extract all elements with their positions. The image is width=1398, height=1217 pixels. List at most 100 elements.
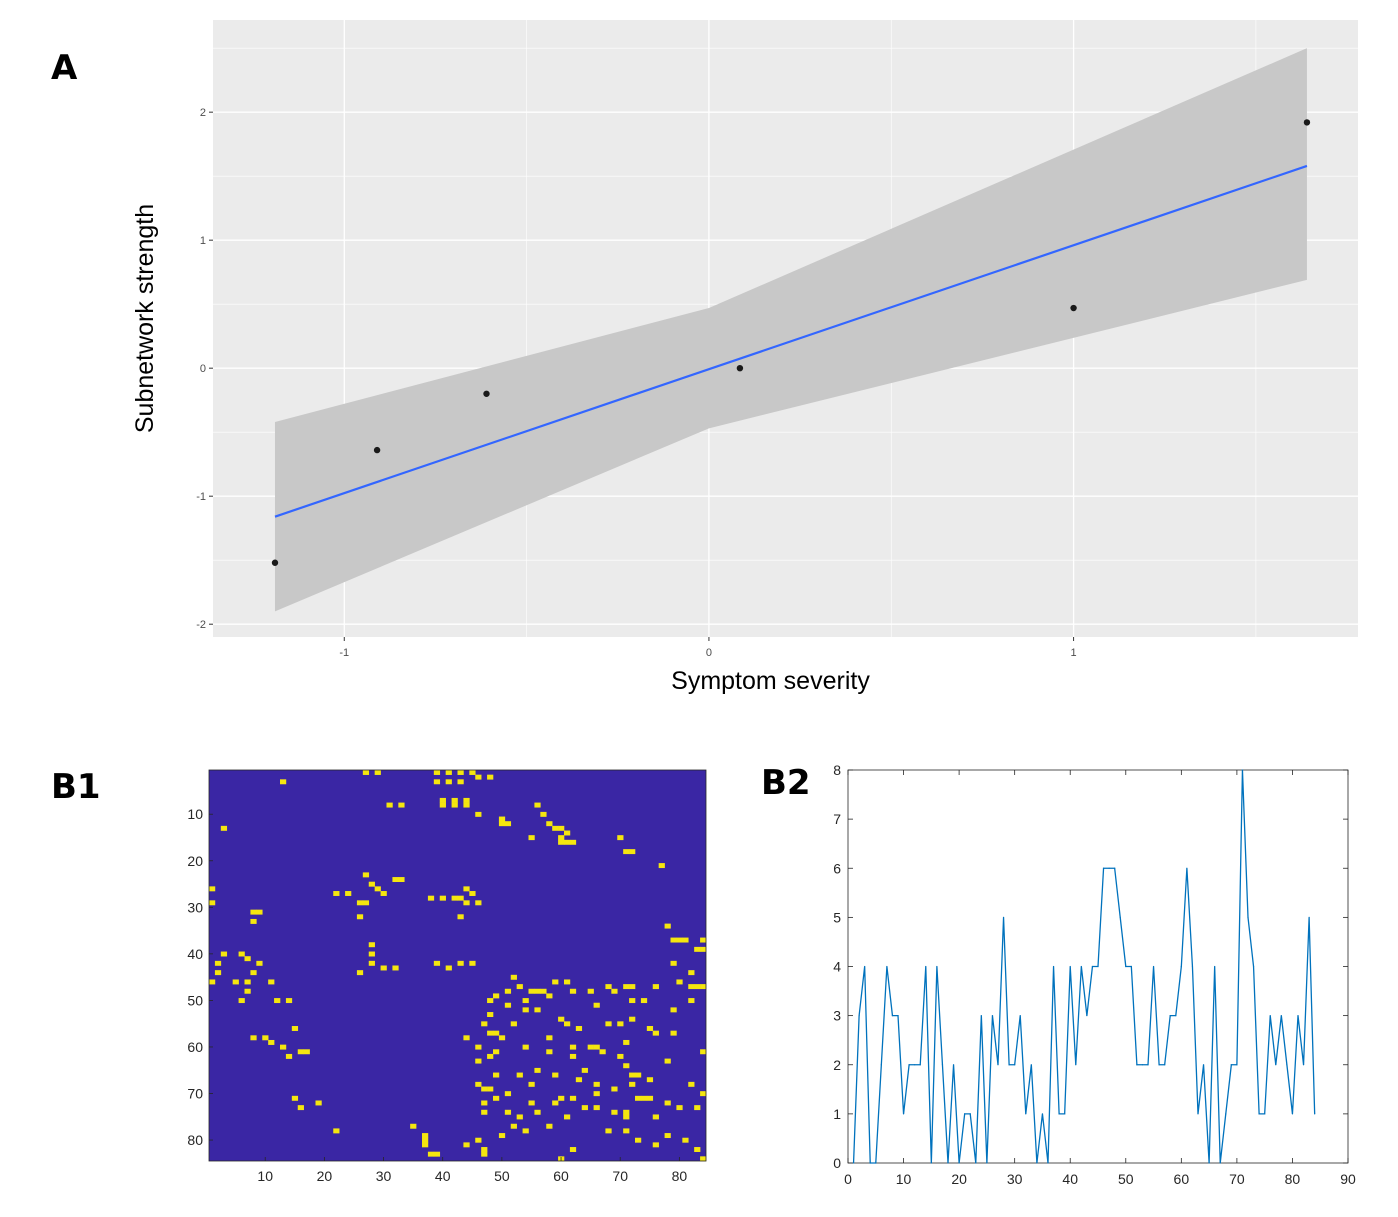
matrix-cell	[546, 993, 553, 999]
x-axis-title: Symptom severity	[671, 667, 870, 695]
matrix-cell	[427, 1151, 435, 1157]
matrix-cell	[433, 960, 441, 966]
matrix-cell	[410, 1123, 417, 1129]
matrix-cell	[658, 863, 665, 869]
matrix-cell	[445, 770, 452, 775]
matrix-cell	[493, 1072, 500, 1078]
matrix-cell	[345, 891, 352, 896]
series-vertex	[1252, 965, 1255, 968]
y-tick-label: 40	[187, 946, 203, 962]
x-tick-label: 80	[1285, 1171, 1301, 1187]
matrix-cell	[451, 802, 458, 808]
matrix-cell	[475, 900, 482, 906]
series-vertex	[1308, 916, 1310, 918]
matrix-cell	[439, 802, 446, 808]
matrix-cell	[635, 1072, 642, 1078]
matrix-cell	[670, 960, 677, 966]
matrix-cell	[546, 1123, 553, 1129]
series-vertex	[1191, 965, 1194, 968]
matrix-cell	[250, 1035, 257, 1041]
series-vertex	[880, 1064, 882, 1066]
matrix-cell	[463, 797, 470, 803]
series-vertex	[1119, 916, 1121, 918]
matrix-cell	[569, 1053, 577, 1059]
panel-label-b1: B1	[51, 767, 101, 807]
matrix-cell	[522, 1044, 529, 1050]
matrix-cell	[528, 835, 535, 841]
matrix-cell	[362, 872, 370, 878]
matrix-cell	[569, 839, 577, 845]
series-vertex	[1302, 1064, 1305, 1066]
matrix-cell	[670, 937, 677, 943]
matrix-cell	[516, 1072, 523, 1078]
matrix-cell	[356, 914, 364, 920]
matrix-cell	[333, 891, 340, 896]
series-vertex	[1014, 1064, 1016, 1066]
series-vertex	[1108, 867, 1110, 869]
matrix-cell	[700, 1049, 707, 1055]
matrix-cell	[623, 1114, 630, 1120]
matrix-cell	[587, 1044, 594, 1050]
series-vertex	[1247, 916, 1249, 918]
matrix-cell	[398, 877, 405, 883]
matrix-cell	[599, 1049, 606, 1055]
matrix-cell	[422, 1142, 429, 1148]
matrix-cell	[487, 774, 494, 780]
series-vertex	[958, 1162, 960, 1164]
matrix-cell	[629, 984, 636, 990]
matrix-cell	[694, 1105, 701, 1111]
matrix-cell	[682, 1137, 689, 1143]
matrix-cell	[487, 998, 494, 1004]
matrix-cell	[463, 802, 470, 808]
matrix-cell	[516, 984, 523, 990]
series-vertex	[1169, 1015, 1171, 1017]
matrix-cell	[688, 970, 695, 976]
matrix-cell	[552, 1100, 559, 1106]
series-vertex	[1130, 965, 1132, 968]
x-tick-label: 90	[1340, 1171, 1356, 1187]
matrix-cell	[510, 1021, 517, 1027]
matrix-cell	[256, 960, 263, 966]
matrix-cell	[427, 895, 435, 901]
matrix-cell	[232, 979, 239, 985]
matrix-cell	[546, 1049, 553, 1055]
series-vertex	[1180, 965, 1182, 968]
series-vertex	[1097, 965, 1099, 968]
matrix-cell	[487, 1086, 494, 1092]
panel-label-a: A	[51, 48, 78, 88]
matrix-cell	[392, 965, 399, 971]
x-tick-label: 60	[553, 1168, 569, 1184]
matrix-cell	[244, 988, 251, 994]
matrix-cell	[552, 1072, 559, 1078]
series-vertex	[897, 1015, 899, 1017]
matrix-cell	[629, 998, 636, 1004]
matrix-cell	[652, 984, 659, 990]
x-tick-label: 10	[896, 1171, 912, 1187]
series-vertex	[886, 965, 888, 968]
matrix-cell	[433, 779, 441, 785]
matrix-cell	[623, 849, 630, 855]
panel-label-b2: B2	[761, 763, 811, 803]
regression-chart: -1 0 1 -2 -1 0 1 2 Symptom severity Subnetwork st…	[131, 20, 1358, 695]
series-vertex	[1114, 867, 1116, 869]
series-vertex	[1036, 1162, 1038, 1164]
x-tick-label: 60	[1174, 1171, 1190, 1187]
series-vertex	[1025, 1113, 1027, 1115]
matrix-cell	[457, 779, 464, 785]
matrix-cell	[451, 895, 458, 901]
matrix-cell	[593, 1044, 600, 1050]
matrix-cell	[356, 900, 364, 906]
series-vertex	[1064, 1113, 1066, 1115]
matrix-cell	[676, 937, 683, 943]
series-vertex	[1141, 1064, 1144, 1066]
matrix-cell	[694, 1147, 701, 1152]
matrix-cell	[504, 821, 512, 827]
series-vertex	[1058, 1113, 1060, 1115]
y-tick-label: 2	[833, 1057, 841, 1073]
matrix-cell	[664, 1058, 671, 1064]
series-vertex	[1241, 769, 1244, 771]
matrix-cell	[640, 998, 648, 1004]
matrix-cell	[451, 797, 458, 803]
matrix-cell	[504, 1109, 512, 1115]
matrix-cell	[635, 1137, 642, 1143]
